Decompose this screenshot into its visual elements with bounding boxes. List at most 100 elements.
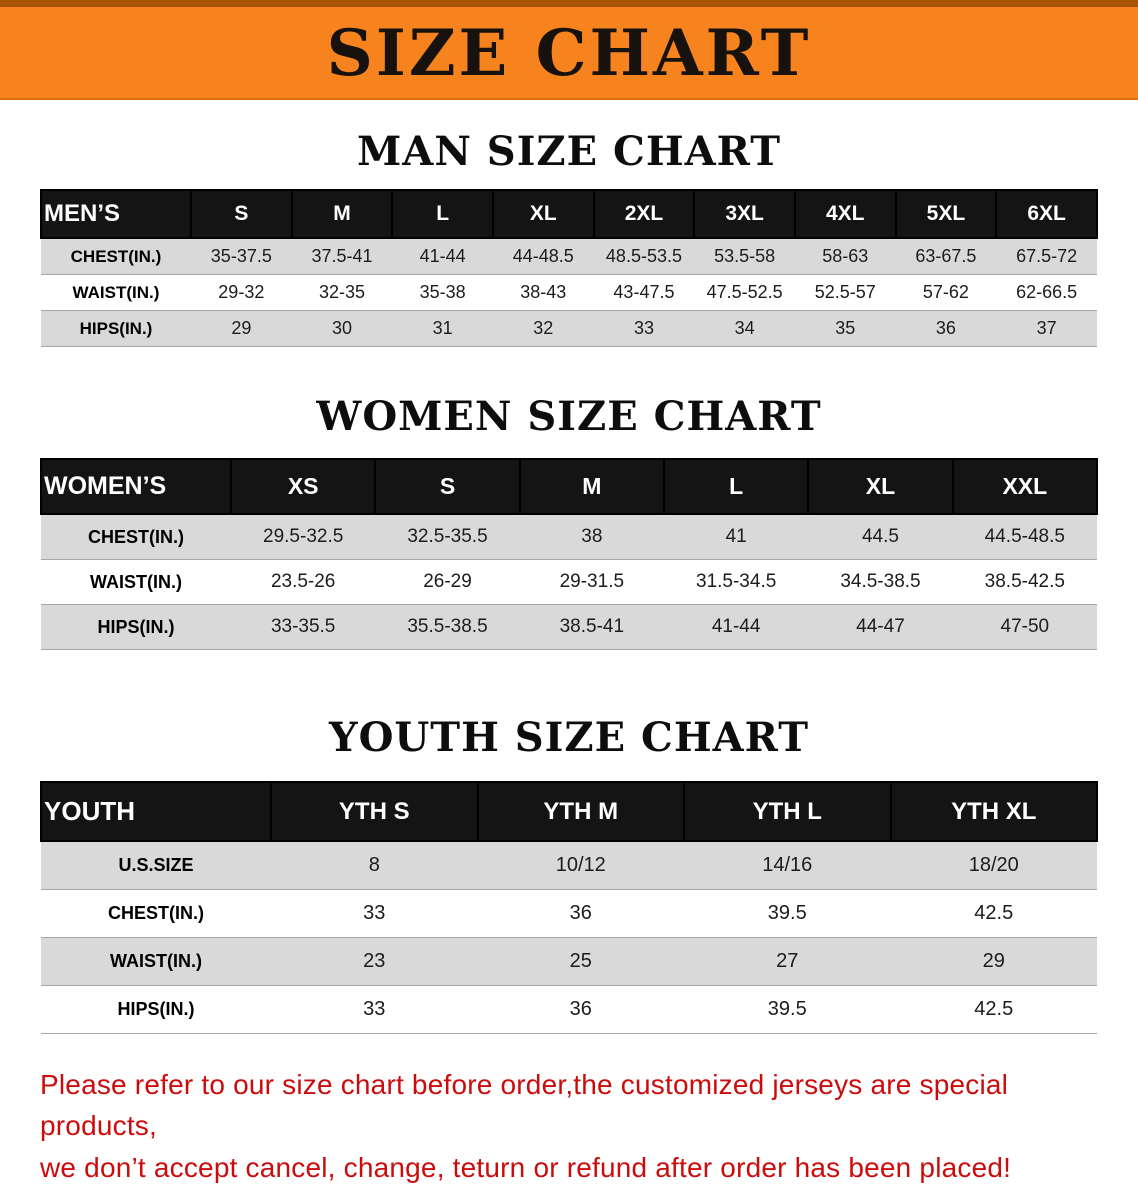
measurement-label-cell: WAIST(IN.)	[41, 559, 231, 605]
measurement-value-cell: 33	[271, 985, 478, 1034]
disclaimer-line-1: Please refer to our size chart before or…	[40, 1069, 1009, 1142]
measurement-value-cell: 52.5-57	[794, 274, 896, 311]
measurement-value-cell: 37	[996, 310, 1097, 347]
measurement-value-cell: 41	[663, 514, 809, 560]
measurement-value-cell: 32.5-35.5	[375, 514, 520, 560]
measurement-value-cell: 18/20	[890, 841, 1097, 890]
size-header-cell: YTH XL	[889, 781, 1098, 842]
measurement-value-cell: 44.5-48.5	[952, 514, 1097, 560]
measurement-value-cell: 31.5-34.5	[663, 559, 809, 605]
size-header-cell: XL	[491, 189, 595, 239]
measurement-value-cell: 58-63	[794, 238, 896, 275]
measurement-value-cell: 42.5	[890, 985, 1097, 1034]
size-header-cell: L	[662, 458, 810, 515]
measurement-value-cell: 32-35	[291, 274, 393, 311]
measurement-value-cell: 34	[694, 310, 795, 347]
youth-size-table: YOUTH YTH S YTH M YTH L YTH XL U.S.SIZE 8 10/12…	[40, 781, 1098, 1034]
measurement-value-cell: 36	[477, 985, 684, 1034]
measurement-label-cell: CHEST(IN.)	[41, 514, 231, 560]
table-row: U.S.SIZE 8 10/12 14/16 18/20	[41, 841, 1097, 890]
disclaimer-text: Please refer to our size chart before or…	[40, 1064, 1098, 1188]
table-row: HIPS(IN.) 29 30 31 32 33 34 35 36 37	[41, 310, 1097, 347]
measurement-value-cell: 39.5	[684, 985, 891, 1034]
measurement-value-cell: 29	[191, 310, 292, 347]
measurement-value-cell: 41-44	[663, 604, 809, 650]
size-chart-banner: SIZE CHART	[0, 0, 1138, 100]
measurement-value-cell: 36	[895, 310, 997, 347]
measurement-value-cell: 23	[271, 937, 478, 986]
measurement-label-cell: WAIST(IN.)	[41, 937, 271, 986]
measurement-value-cell: 44-48.5	[492, 238, 594, 275]
measurement-value-cell: 35-38	[392, 274, 493, 311]
table-row: WAIST(IN.) 29-32 32-35 35-38 38-43 43-47.5 47.…	[41, 274, 1097, 311]
size-header-cell: XXL	[951, 458, 1099, 515]
measurement-value-cell: 53.5-58	[694, 238, 795, 275]
measurement-value-cell: 23.5-26	[231, 559, 376, 605]
table-title-cell: MEN’S	[40, 189, 192, 239]
measurement-value-cell: 33	[271, 889, 478, 938]
measurement-label-cell: HIPS(IN.)	[41, 310, 191, 347]
measurement-value-cell: 35-37.5	[191, 238, 292, 275]
measurement-value-cell: 57-62	[895, 274, 997, 311]
size-header-cell: 4XL	[793, 189, 897, 239]
measurement-value-cell: 48.5-53.5	[593, 238, 695, 275]
measurement-value-cell: 25	[477, 937, 684, 986]
measurement-value-cell: 47.5-52.5	[694, 274, 795, 311]
measurement-value-cell: 38-43	[492, 274, 594, 311]
measurement-value-cell: 29-32	[191, 274, 292, 311]
measurement-label-cell: CHEST(IN.)	[41, 889, 271, 938]
size-header-cell: YTH L	[683, 781, 892, 842]
youth-size-chart-section: YOUTH SIZE CHART YOUTH YTH S YTH M YTH L YTH…	[0, 714, 1138, 1034]
measurement-value-cell: 8	[271, 841, 478, 890]
measurement-value-cell: 29.5-32.5	[231, 514, 376, 560]
measurement-label-cell: WAIST(IN.)	[41, 274, 191, 311]
table-title-cell: YOUTH	[40, 781, 272, 842]
size-chart-title: SIZE CHART	[326, 15, 812, 91]
man-size-chart-section: MAN SIZE CHART MEN’S S M L XL 2XL 3XL 4XL 5XL 6XL…	[0, 128, 1138, 347]
table-row: WAIST(IN.) 23.5-26 26-29 29-31.5 31.5-34.5 34…	[41, 559, 1097, 605]
table-header-row: YOUTH YTH S YTH M YTH L YTH XL	[40, 781, 1098, 842]
measurement-value-cell: 26-29	[375, 559, 520, 605]
man-size-chart-heading: MAN SIZE CHART	[357, 128, 781, 175]
size-header-cell: M	[290, 189, 394, 239]
measurement-value-cell: 41-44	[392, 238, 493, 275]
size-header-cell: M	[518, 458, 665, 515]
size-header-cell: 6XL	[995, 189, 1098, 239]
table-header-row: MEN’S S M L XL 2XL 3XL 4XL 5XL 6XL	[40, 189, 1098, 239]
measurement-value-cell: 14/16	[684, 841, 891, 890]
measurement-value-cell: 27	[684, 937, 891, 986]
measurement-value-cell: 31	[392, 310, 493, 347]
measurement-value-cell: 44.5	[808, 514, 953, 560]
disclaimer-line-2: we don’t accept cancel, change, teturn o…	[40, 1151, 1012, 1183]
measurement-value-cell: 38	[519, 514, 664, 560]
measurement-value-cell: 33-35.5	[231, 604, 376, 650]
measurement-value-cell: 30	[291, 310, 393, 347]
size-header-cell: 5XL	[894, 189, 998, 239]
size-header-cell: 2XL	[592, 189, 696, 239]
size-header-cell: YTH S	[270, 781, 479, 842]
measurement-label-cell: HIPS(IN.)	[41, 985, 271, 1034]
womens-size-table: WOMEN’S XS S M L XL XXL CHEST(IN.) 29.5-32.5 32.5…	[40, 458, 1099, 650]
size-header-cell: XL	[807, 458, 954, 515]
size-header-cell: S	[190, 189, 293, 239]
measurement-value-cell: 37.5-41	[291, 238, 393, 275]
measurement-value-cell: 47-50	[952, 604, 1097, 650]
measurement-value-cell: 35	[794, 310, 896, 347]
measurement-value-cell: 62-66.5	[996, 274, 1097, 311]
youth-size-chart-heading: YOUTH SIZE CHART	[329, 714, 809, 761]
size-header-cell: 3XL	[693, 189, 796, 239]
table-row: CHEST(IN.) 33 36 39.5 42.5	[41, 889, 1097, 938]
measurement-value-cell: 35.5-38.5	[375, 604, 520, 650]
measurement-value-cell: 63-67.5	[895, 238, 997, 275]
measurement-value-cell: 67.5-72	[996, 238, 1097, 275]
table-row: CHEST(IN.) 29.5-32.5 32.5-35.5 38 41 44.5 44.5…	[41, 514, 1097, 560]
measurement-value-cell: 43-47.5	[593, 274, 695, 311]
measurement-value-cell: 33	[593, 310, 695, 347]
size-header-cell: L	[391, 189, 494, 239]
measurement-value-cell: 38.5-41	[519, 604, 664, 650]
measurement-value-cell: 29	[890, 937, 1097, 986]
table-row: WAIST(IN.) 23 25 27 29	[41, 937, 1097, 986]
measurement-value-cell: 34.5-38.5	[808, 559, 953, 605]
measurement-label-cell: CHEST(IN.)	[41, 238, 191, 275]
measurement-value-cell: 10/12	[477, 841, 684, 890]
